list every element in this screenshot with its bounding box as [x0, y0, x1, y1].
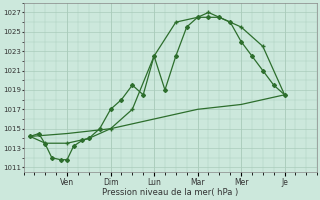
X-axis label: Pression niveau de la mer( hPa ): Pression niveau de la mer( hPa ) [102, 188, 238, 197]
